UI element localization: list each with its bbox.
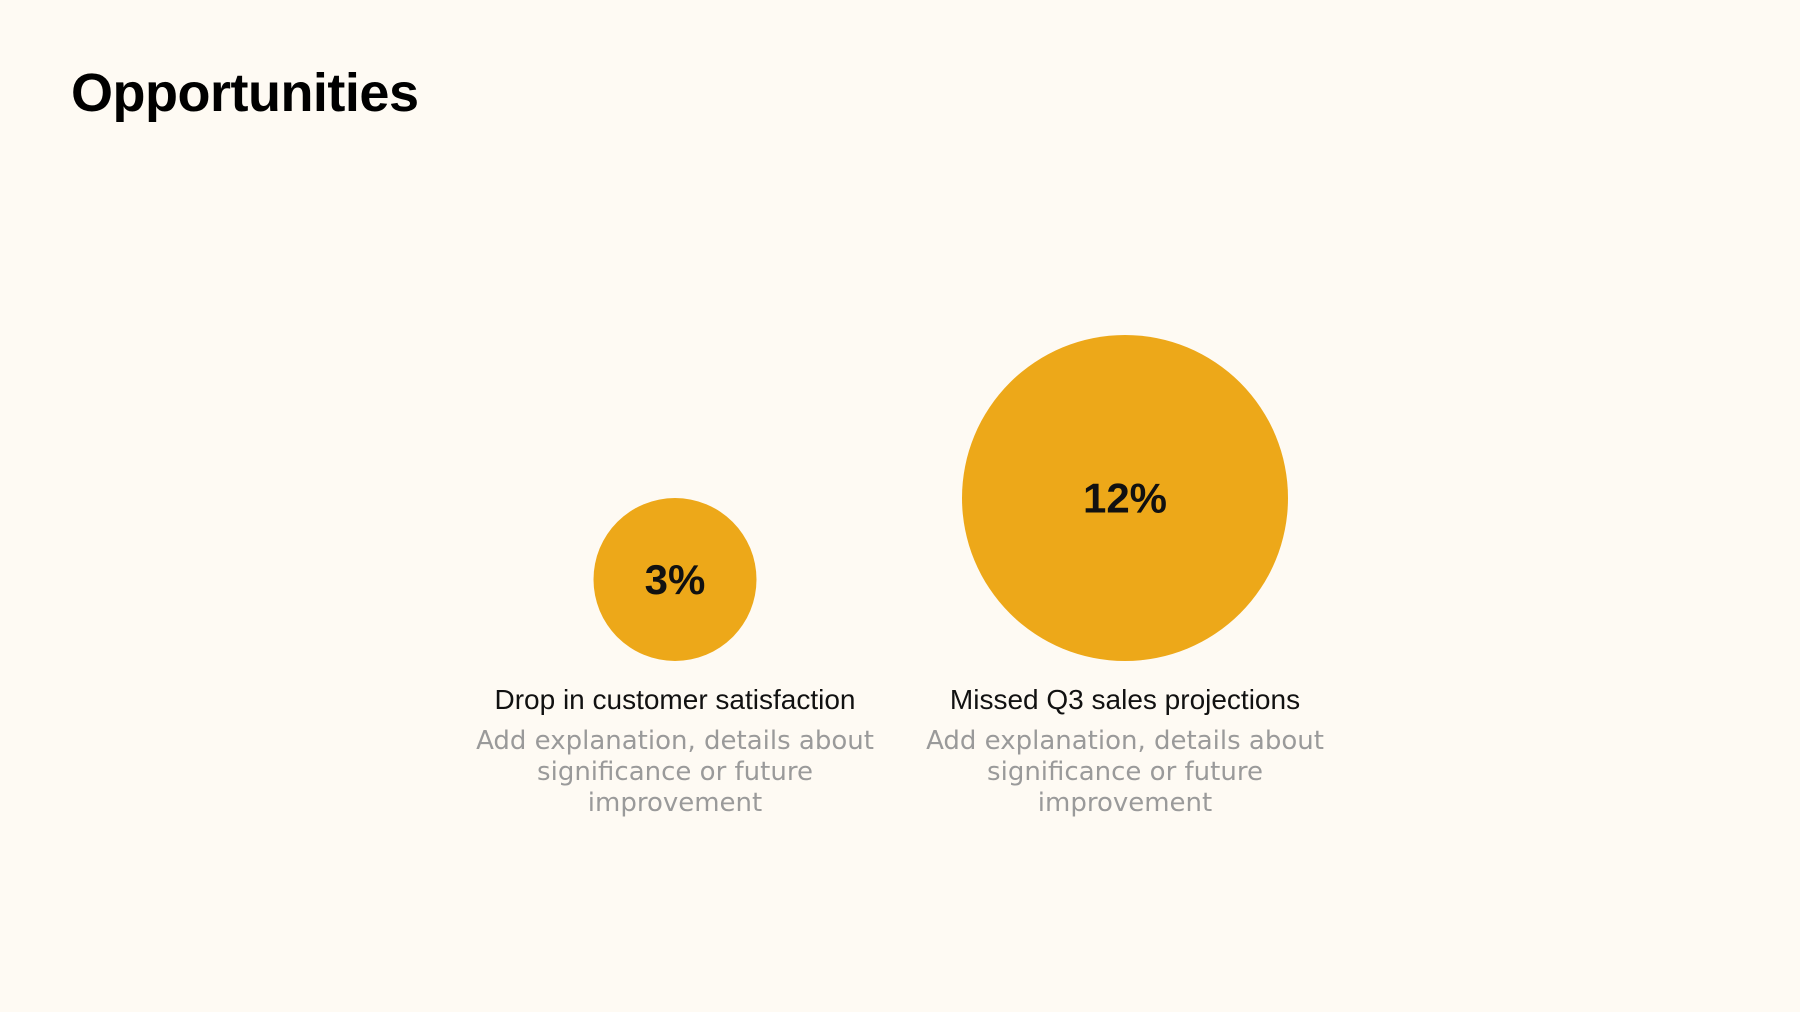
bubble-value-label: 3% (645, 556, 706, 603)
bubble-missed-q3-sales-projections (962, 335, 1288, 661)
bubble-group-1: 3% (593, 498, 757, 661)
caption-description: Add explanation, details about significa… (476, 726, 874, 818)
bubble-value-label: 12% (1083, 475, 1167, 522)
page-title: Opportunities (71, 63, 419, 123)
caption-title: Drop in customer satisfaction (494, 684, 856, 715)
caption-title: Missed Q3 sales projections (949, 684, 1301, 715)
bubble-group-2: 12% (962, 335, 1288, 661)
bubble-drop-in-customer-satisfaction (593, 498, 757, 661)
caption-description: Add explanation, details about significa… (926, 726, 1324, 818)
caption-1: Drop in customer satisfaction Add explan… (465, 682, 885, 819)
caption-2: Missed Q3 sales projections Add explanat… (915, 682, 1335, 819)
